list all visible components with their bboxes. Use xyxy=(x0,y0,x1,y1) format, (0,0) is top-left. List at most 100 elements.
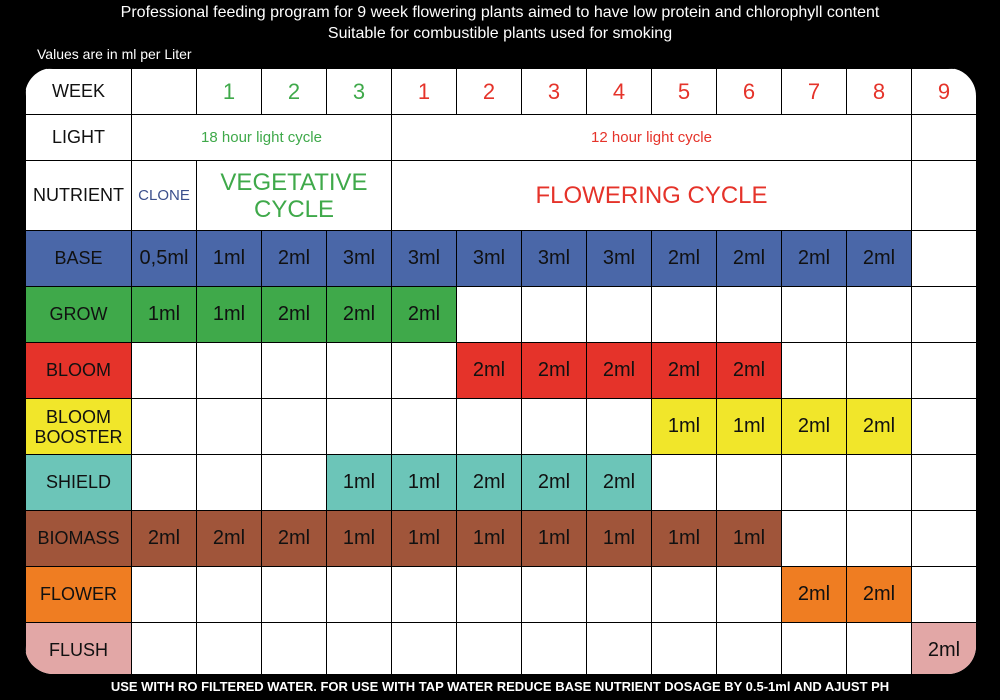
dose-cell: 2ml xyxy=(326,286,392,343)
table-row: SHIELD 1ml 1ml 2ml 2ml 2ml xyxy=(25,454,976,511)
light-row: LIGHT 18 hour light cycle 12 hour light … xyxy=(25,114,976,161)
row-label: GROW xyxy=(25,286,132,343)
row-label: BLOOM xyxy=(25,342,132,399)
dose-cell: 2ml xyxy=(651,342,717,399)
dose-cell: 2ml xyxy=(261,286,327,343)
dose-cell xyxy=(651,454,717,511)
dose-cell: 2ml xyxy=(846,398,912,455)
feeding-table: WEEK 1 2 3 1 2 3 4 5 6 7 8 9 LIGHT 18 ho… xyxy=(25,68,976,674)
dose-cell xyxy=(326,342,392,399)
dose-cell: 2ml xyxy=(456,342,522,399)
row-label-line: GROW xyxy=(49,304,108,324)
dose-cell xyxy=(911,454,976,511)
vegetative-cycle-line-1: VEGETATIVE xyxy=(220,168,368,196)
dose-cell xyxy=(196,454,262,511)
title-line-1: Professional feeding program for 9 week … xyxy=(120,4,880,21)
dose-cell: 2ml xyxy=(586,342,652,399)
dose-cell xyxy=(586,398,652,455)
dose-cell xyxy=(781,342,847,399)
dose-cell xyxy=(131,398,197,455)
table-row: FLUSH 2ml xyxy=(25,622,976,674)
week-row: WEEK 1 2 3 1 2 3 4 5 6 7 8 9 xyxy=(25,68,976,115)
dose-cell: 1ml xyxy=(196,286,262,343)
dose-cell: 1ml xyxy=(196,230,262,287)
dose-cell: 2ml xyxy=(586,454,652,511)
table-row: BLOOM BOOSTER 1ml 1ml 2ml 2ml xyxy=(25,398,976,455)
dose-cell xyxy=(651,286,717,343)
week-cell-clone xyxy=(131,68,197,115)
row-label-line: BLOOM xyxy=(45,360,111,380)
dose-cell xyxy=(911,398,976,455)
dose-cell: 1ml xyxy=(586,510,652,567)
dose-cell xyxy=(391,342,457,399)
dose-cell: 2ml xyxy=(846,566,912,623)
dose-cell xyxy=(326,566,392,623)
dose-cell xyxy=(521,566,587,623)
dose-cell xyxy=(846,286,912,343)
dose-cell: 2ml xyxy=(521,342,587,399)
dose-cell xyxy=(131,454,197,511)
row-label-line: FLOWER xyxy=(39,584,117,604)
dose-cell: 1ml xyxy=(391,510,457,567)
dose-cell: 2ml xyxy=(781,398,847,455)
week-flower-4: 4 xyxy=(586,68,652,115)
row-label: SHIELD xyxy=(25,454,132,511)
dose-cell xyxy=(521,622,587,674)
dose-cell xyxy=(521,286,587,343)
week-flower-8: 8 xyxy=(846,68,912,115)
dose-cell xyxy=(716,622,782,674)
dose-cell xyxy=(131,342,197,399)
dose-cell xyxy=(846,342,912,399)
dose-cell xyxy=(586,622,652,674)
dose-cell xyxy=(586,286,652,343)
table-row: FLOWER 2ml 2ml xyxy=(25,566,976,623)
dose-cell: 2ml xyxy=(261,510,327,567)
dose-cell xyxy=(716,286,782,343)
table-body: WEEK 1 2 3 1 2 3 4 5 6 7 8 9 LIGHT 18 ho… xyxy=(25,68,976,674)
row-label: FLOWER xyxy=(25,566,132,623)
week-flower-1: 1 xyxy=(391,68,457,115)
dose-cell: 2ml xyxy=(781,566,847,623)
dose-cell: 1ml xyxy=(326,454,392,511)
dose-cell xyxy=(781,286,847,343)
dose-cell xyxy=(261,398,327,455)
dose-cell xyxy=(846,510,912,567)
dose-cell xyxy=(196,398,262,455)
dose-cell: 2ml xyxy=(846,230,912,287)
chart-title: Professional feeding program for 9 week … xyxy=(0,2,1000,44)
dose-cell xyxy=(456,566,522,623)
dose-cell: 2ml xyxy=(391,286,457,343)
row-label-line: BASE xyxy=(54,248,103,268)
nutrient-cell-empty xyxy=(911,160,976,231)
dose-cell xyxy=(781,622,847,674)
dose-cell: 2ml xyxy=(911,622,976,674)
dose-cell xyxy=(196,566,262,623)
dose-cell: 1ml xyxy=(326,510,392,567)
dose-cell xyxy=(196,342,262,399)
dose-cell xyxy=(781,454,847,511)
dose-cell xyxy=(391,566,457,623)
vegetative-cycle-label: VEGETATIVE CYCLE xyxy=(196,160,392,231)
row-label: FLUSH xyxy=(25,622,132,674)
row-label-line: BLOOM xyxy=(45,406,111,427)
dose-cell xyxy=(261,454,327,511)
dose-cell: 2ml xyxy=(131,510,197,567)
row-label: BASE xyxy=(25,230,132,287)
dose-cell xyxy=(586,566,652,623)
dose-cell: 3ml xyxy=(586,230,652,287)
dose-cell: 1ml xyxy=(716,398,782,455)
nutrient-label: NUTRIENT xyxy=(25,160,132,231)
dose-cell: 1ml xyxy=(651,510,717,567)
dose-cell xyxy=(131,566,197,623)
row-label: BLOOM BOOSTER xyxy=(25,398,132,455)
dose-cell xyxy=(911,286,976,343)
dose-cell xyxy=(911,566,976,623)
table-row: GROW 1ml 1ml 2ml 2ml 2ml xyxy=(25,286,976,343)
row-label-line: SHIELD xyxy=(45,472,112,492)
week-flower-7: 7 xyxy=(781,68,847,115)
dose-cell: 3ml xyxy=(456,230,522,287)
flower-light-cycle: 12 hour light cycle xyxy=(391,114,912,161)
dose-cell: 2ml xyxy=(521,454,587,511)
dose-cell: 2ml xyxy=(651,230,717,287)
week-veg-1: 1 xyxy=(196,68,262,115)
